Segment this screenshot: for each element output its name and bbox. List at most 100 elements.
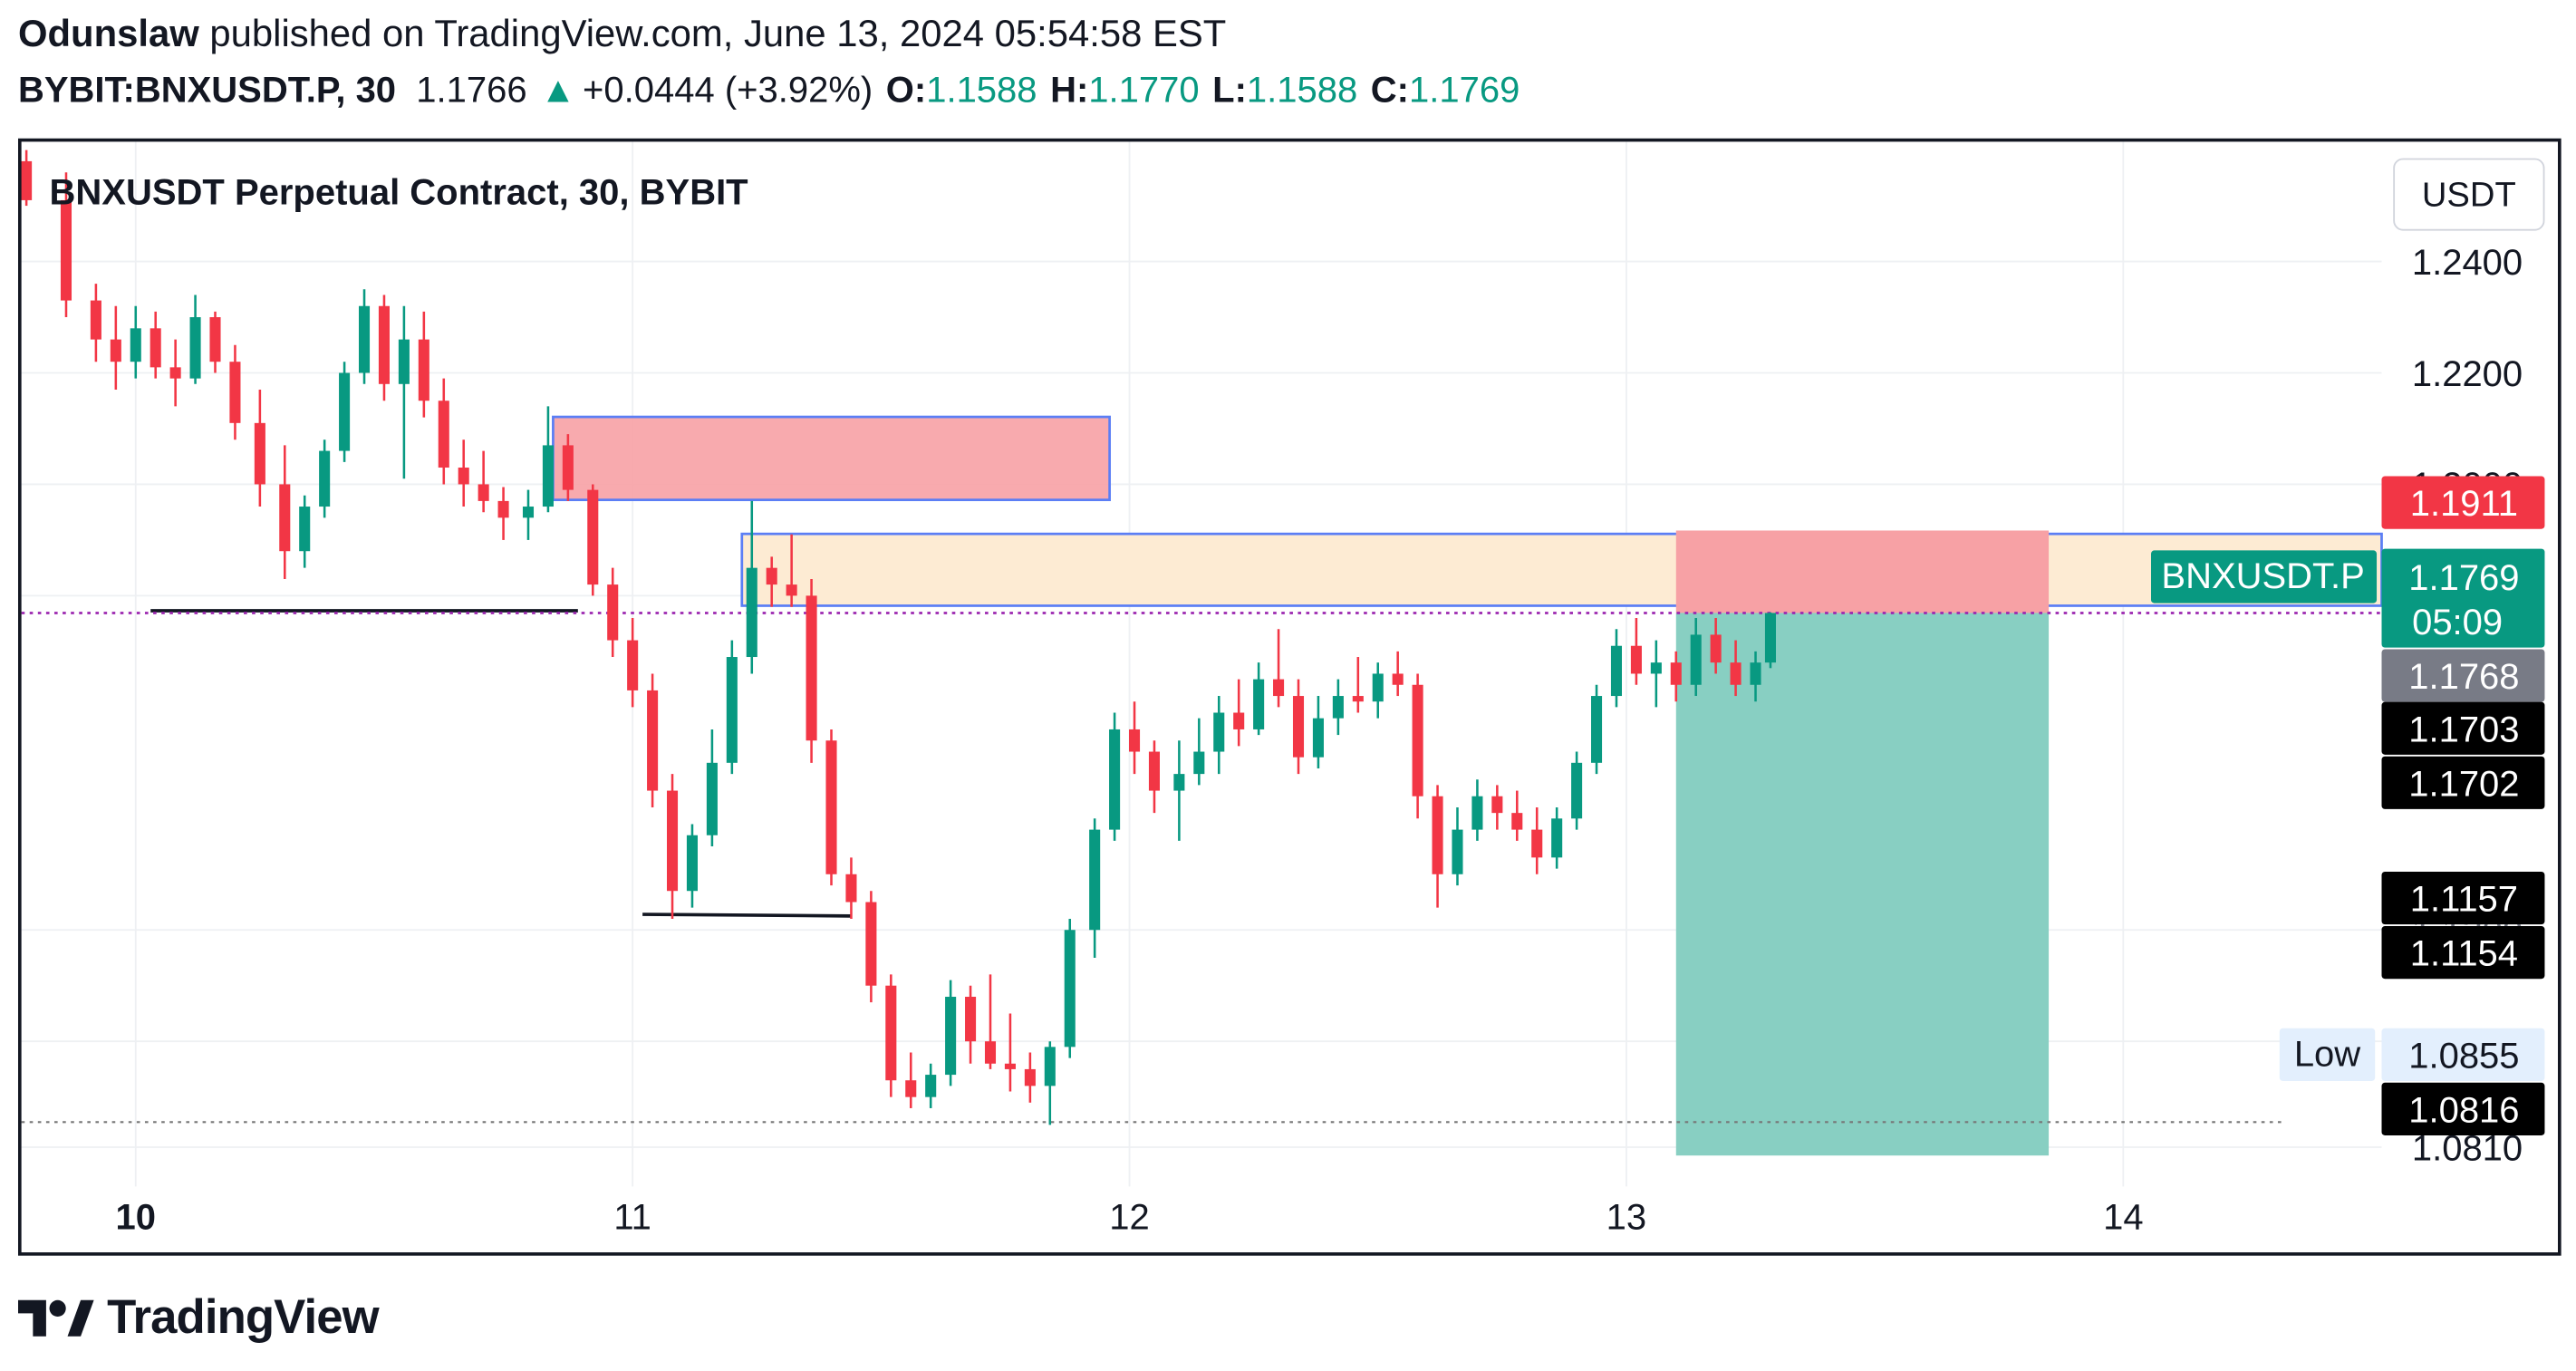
currency-unit-button[interactable]: USDT xyxy=(2393,158,2545,231)
supply-zone xyxy=(740,532,2383,607)
candle xyxy=(150,311,161,379)
candle xyxy=(21,150,33,207)
stop-price-label-bg xyxy=(2381,476,2545,529)
candle xyxy=(1148,740,1160,814)
candle xyxy=(358,289,371,384)
candle xyxy=(438,378,449,485)
candle-body xyxy=(647,690,659,791)
publish-info: Odunslaw published on TradingView.com, J… xyxy=(18,12,1226,56)
candle-body xyxy=(458,468,469,485)
candle-body xyxy=(1591,696,1603,763)
candle xyxy=(587,484,599,596)
y-tick-label: 1.2200 xyxy=(2412,354,2523,394)
candle-body xyxy=(945,997,957,1076)
publish-text: published on TradingView.com, June 13, 2… xyxy=(198,11,1227,55)
x-tick-label: 13 xyxy=(1606,1198,1646,1238)
candle-body xyxy=(1511,813,1523,830)
candle xyxy=(1089,818,1101,958)
candle xyxy=(229,344,241,440)
candle xyxy=(1491,785,1503,830)
candle-body xyxy=(1128,729,1141,752)
candle xyxy=(418,311,429,418)
candle-body xyxy=(1531,829,1543,858)
candle-body xyxy=(806,595,817,741)
candle-body xyxy=(865,902,877,986)
candle-body xyxy=(254,422,265,485)
candle xyxy=(984,974,997,1069)
candle-body xyxy=(984,1041,997,1064)
prev-close-label: 1.1768 xyxy=(2408,657,2519,697)
candle xyxy=(1412,673,1423,819)
candle-body xyxy=(150,328,161,368)
candle xyxy=(706,729,718,847)
candle xyxy=(666,774,679,919)
candle-body xyxy=(1630,645,1642,674)
candle xyxy=(1710,617,1722,674)
candle-body xyxy=(1764,613,1777,663)
candle-body xyxy=(299,507,311,552)
candle xyxy=(627,617,639,708)
candle xyxy=(647,673,659,808)
candle xyxy=(1650,640,1662,708)
candle xyxy=(1730,640,1741,697)
candle-body xyxy=(1173,774,1185,791)
high-value: 1.1770 xyxy=(1088,69,1200,111)
high-label: H: xyxy=(1050,69,1089,111)
candle-body xyxy=(478,484,489,501)
candle-body xyxy=(1253,679,1265,729)
tradingview-logo-icon xyxy=(17,1299,94,1337)
candle xyxy=(1511,790,1523,841)
candle-body xyxy=(905,1080,917,1097)
candle xyxy=(786,534,797,607)
candle-body xyxy=(1690,634,1702,685)
open-label: O: xyxy=(885,69,927,111)
low-label: L: xyxy=(1212,69,1247,111)
price-label-2: 1.1702 xyxy=(2408,764,2519,804)
candle xyxy=(1452,807,1463,886)
price-change: +0.0444 (+3.92%) xyxy=(583,69,873,111)
candle-body xyxy=(418,339,429,401)
candle xyxy=(189,294,201,384)
candle-body xyxy=(189,317,201,379)
candle xyxy=(1312,696,1324,768)
candle xyxy=(1064,918,1076,1058)
candle xyxy=(1109,712,1121,841)
candle-body xyxy=(706,762,718,835)
candle-body xyxy=(1044,1047,1056,1086)
candle xyxy=(478,450,489,513)
candle-body xyxy=(60,199,72,301)
price-label-1-bg xyxy=(2381,701,2545,755)
price-label-3-bg xyxy=(2381,871,2545,925)
candle-body xyxy=(209,317,221,362)
candle xyxy=(1531,807,1543,874)
candle xyxy=(522,489,535,540)
candle xyxy=(945,980,957,1086)
candle xyxy=(746,500,757,674)
candle-body xyxy=(766,567,777,585)
candle-body xyxy=(786,584,797,596)
candle-body xyxy=(438,401,449,468)
candle-body xyxy=(1650,662,1662,674)
candle xyxy=(845,857,857,919)
candle xyxy=(1193,718,1205,786)
symbol-name[interactable]: BYBIT:BNXUSDT.P, 30 xyxy=(17,69,397,111)
candle xyxy=(319,439,331,518)
candle-body xyxy=(1024,1068,1036,1086)
candle-body xyxy=(562,445,574,490)
candle-body xyxy=(1452,829,1463,874)
candle xyxy=(905,1052,917,1108)
candle xyxy=(925,1063,937,1108)
chart-title: BNXUSDT Perpetual Contract, 30, BYBIT xyxy=(49,171,748,213)
candle xyxy=(90,284,101,362)
author-name[interactable]: Odunslaw xyxy=(17,11,199,55)
candle xyxy=(825,729,837,886)
candle-body xyxy=(1412,684,1423,797)
candle-body xyxy=(1730,662,1741,685)
candle-body xyxy=(522,507,535,518)
candle xyxy=(1128,701,1141,775)
candle-body xyxy=(90,300,101,340)
tradingview-brand[interactable]: TradingView xyxy=(17,1289,380,1347)
candle-body xyxy=(1372,673,1384,702)
